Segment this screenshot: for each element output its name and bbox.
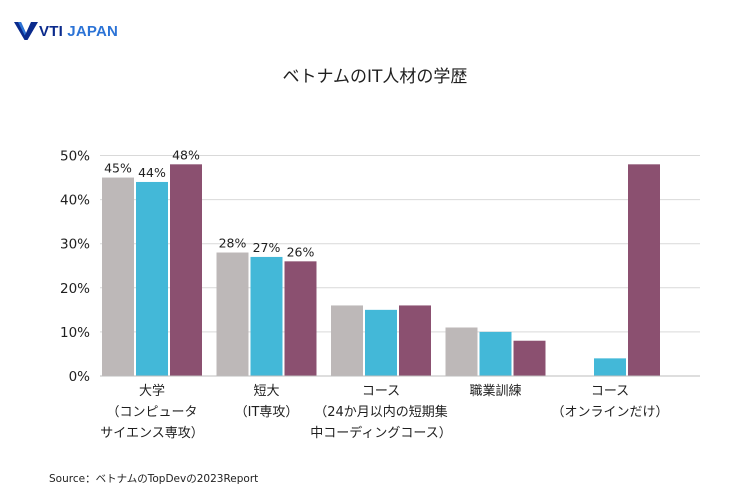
y-tick-label: 50%	[60, 149, 90, 165]
x-tick-label: （オンラインだけ）	[551, 405, 668, 420]
x-tick-label: （IT専攻）	[235, 405, 299, 420]
chart-title: ベトナムのIT人材の学歴	[283, 67, 468, 87]
x-tick-label: （24か月以内の短期集	[314, 404, 448, 420]
logo-japan: JAPAN	[62, 22, 119, 40]
bar	[399, 305, 431, 376]
bar	[513, 340, 546, 376]
data-label: 48%	[172, 147, 200, 162]
bar	[216, 252, 249, 376]
logo-text: VTI JAPAN	[39, 23, 118, 40]
y-tick-label: 0%	[69, 369, 91, 385]
vti-japan-logo: VTI JAPAN	[14, 22, 118, 40]
x-tick-label: 中コーディングコース）	[310, 425, 451, 441]
y-tick-label: 30%	[60, 237, 90, 253]
bar	[170, 164, 202, 376]
bar	[628, 164, 660, 376]
logo-vti: VTI	[39, 22, 63, 40]
x-tick-label: 大学	[139, 383, 165, 399]
bar	[365, 309, 397, 376]
data-label: 44%	[138, 165, 166, 180]
source-note: Source：ベトナムのTopDevの2023Report	[49, 473, 259, 485]
y-tick-label: 20%	[60, 281, 90, 297]
x-tick-label: 短大	[253, 384, 279, 399]
vti-logo-icon	[14, 22, 38, 40]
bar	[479, 331, 512, 376]
data-label: 28%	[219, 236, 247, 251]
x-tick-label: サイエンス専攻）	[100, 426, 204, 441]
data-label: 27%	[253, 240, 281, 255]
data-label: 45%	[104, 161, 132, 176]
x-tick-label: （コンピュータ	[106, 405, 197, 420]
bar	[102, 177, 134, 376]
bar	[284, 261, 317, 376]
x-tick-label: コース	[591, 384, 629, 399]
y-tick-label: 40%	[60, 193, 90, 209]
x-tick-label: コース	[362, 384, 400, 399]
bar	[445, 327, 478, 376]
bar	[250, 256, 283, 376]
x-tick-label: 職業訓練	[469, 383, 521, 399]
bar	[331, 305, 363, 376]
bar	[594, 358, 626, 376]
y-tick-label: 10%	[60, 325, 90, 341]
bar	[136, 181, 168, 376]
data-label: 26%	[287, 244, 315, 259]
